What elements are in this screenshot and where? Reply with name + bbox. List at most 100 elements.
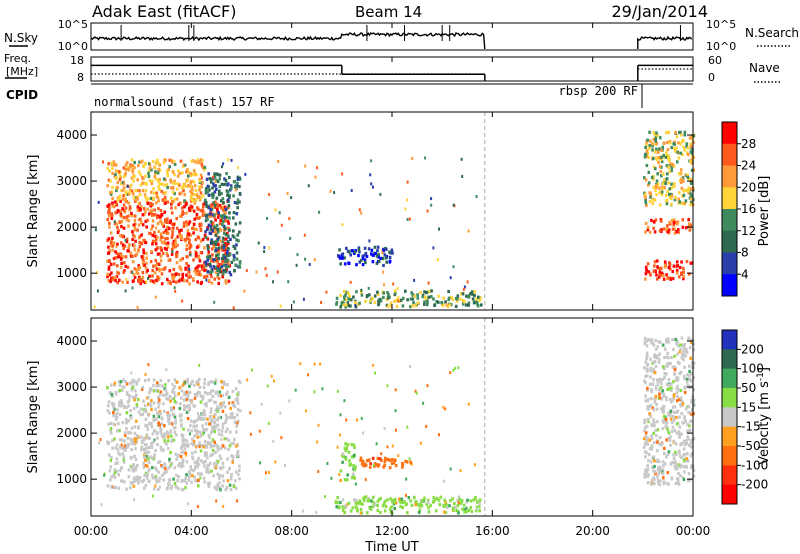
power-cell [375, 254, 379, 258]
power-cell [187, 207, 191, 211]
power-cell [203, 165, 207, 169]
power-cell [668, 222, 672, 226]
velocity-sparse-cell [452, 368, 455, 372]
velocity-cell [469, 499, 473, 503]
velocity-sparse-cell [475, 507, 478, 511]
power-cell [208, 177, 212, 181]
power-cell [150, 212, 154, 216]
velocity-cell [671, 338, 674, 342]
velocity-cell [168, 482, 171, 486]
power-sparse-cell [383, 283, 386, 287]
velocity-cell [149, 387, 152, 391]
velocity-cell [212, 462, 216, 466]
velocity-cell [133, 398, 136, 402]
power-cell [153, 271, 157, 275]
power-cell [145, 251, 148, 255]
velocity-cell [645, 469, 649, 474]
power-cell [203, 168, 206, 172]
velocity-cell [432, 496, 435, 500]
velocity-cell [393, 500, 396, 504]
power-cell [109, 262, 113, 266]
velocity-cell [157, 415, 161, 419]
power-cell [160, 235, 163, 239]
velocity-sparse-cell [215, 465, 217, 469]
power-cell [136, 205, 140, 209]
power-cell [684, 199, 688, 203]
velocity-cell [140, 448, 143, 452]
power-sparse-cell [119, 213, 122, 217]
power-cell [215, 223, 219, 228]
power-cell [216, 179, 220, 184]
power-sparse-cell [124, 239, 127, 242]
velocity-cell [210, 431, 213, 435]
velocity-cell [658, 442, 662, 446]
velocity-cell [359, 456, 363, 460]
velocity-cell [111, 439, 114, 443]
power-cell [197, 244, 201, 248]
power-cell [432, 297, 435, 301]
velocity-cell [144, 473, 148, 477]
power-cell [653, 198, 657, 202]
velocity-cell [191, 451, 194, 455]
power-cell [234, 222, 238, 226]
velocity-sparse-cell [438, 433, 440, 437]
velocity-cell [677, 472, 680, 476]
velocity-cell [184, 486, 187, 490]
velocity-cell [679, 347, 682, 351]
power-cell [164, 201, 167, 205]
power-cell [216, 237, 219, 241]
power-cell [132, 196, 136, 200]
velocity-cell [223, 405, 227, 409]
power-cell [339, 305, 342, 309]
power-cell [421, 295, 425, 299]
power-cell [668, 160, 671, 164]
velocity-cell [125, 427, 128, 431]
velocity-cell [110, 475, 113, 479]
power-cell [670, 146, 673, 150]
velocity-cell [196, 418, 200, 422]
velocity-cell [135, 419, 138, 423]
velocity-cell [673, 450, 677, 454]
power-cell [115, 186, 118, 190]
power-cell [139, 278, 143, 282]
power-cell [141, 275, 145, 279]
velocity-cell [339, 500, 342, 505]
velocity-cell [461, 507, 464, 511]
velocity-cell [652, 418, 655, 422]
velocity-cell [682, 374, 686, 378]
power-cell [363, 246, 367, 250]
power-sparse-cell [230, 158, 233, 162]
cpid-program-normalsound: normalsound (fast) 157 RF [94, 95, 275, 109]
velocity-cell [125, 391, 129, 395]
velocity-cell [475, 505, 479, 509]
power-cell [194, 160, 197, 164]
power-cell [382, 291, 385, 295]
velocity-y-axis-label: Slant Range [km] [26, 361, 41, 474]
velocity-cell [353, 445, 356, 450]
power-cell [467, 295, 471, 299]
power-sparse-cell [289, 236, 292, 240]
power-cell [388, 250, 391, 254]
velocity-cell [139, 435, 143, 439]
power-cell [138, 160, 141, 164]
velocity-cell [231, 460, 234, 464]
velocity-cell [172, 477, 175, 481]
velocity-cell [664, 425, 667, 429]
power-cell [177, 272, 181, 277]
velocity-cell [137, 378, 141, 382]
power-cell [173, 181, 177, 185]
power-cell [117, 170, 121, 174]
velocity-cell [182, 404, 186, 408]
velocity-cell [173, 415, 177, 419]
power-cell [645, 149, 649, 153]
velocity-cell [474, 497, 477, 501]
power-cell [472, 301, 476, 305]
power-cell [416, 301, 420, 305]
velocity-cell [478, 502, 481, 506]
power-cell [218, 267, 221, 271]
power-cell [119, 209, 123, 213]
power-cell [349, 253, 352, 257]
velocity-cell [229, 474, 233, 478]
velocity-cell [647, 473, 650, 477]
power-cell [158, 187, 161, 192]
